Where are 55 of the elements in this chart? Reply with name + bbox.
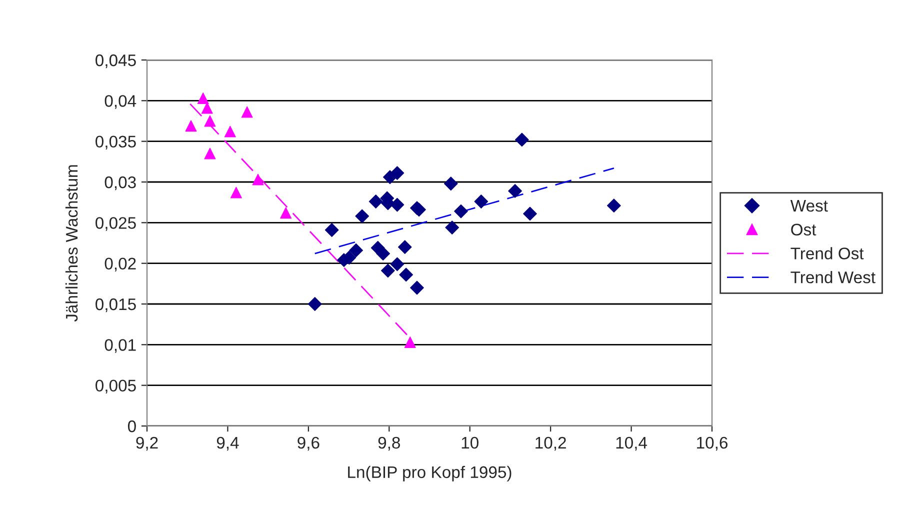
legend-label: Trend West (790, 271, 876, 284)
point (204, 115, 216, 127)
point (410, 280, 424, 295)
x-tick-label: 10 (462, 436, 478, 449)
y-tick-label: 0,015 (96, 298, 136, 312)
point (398, 240, 412, 254)
y-tick-label: 0,005 (96, 380, 136, 394)
point (454, 204, 468, 218)
legend-label: Ost (791, 224, 816, 236)
x-tick-label: 9,2 (136, 436, 158, 451)
x-tick-label: 10,6 (697, 436, 728, 451)
point (204, 148, 216, 160)
x-tick-label: 9,4 (216, 436, 239, 451)
y-tick-label: 0,03 (104, 176, 136, 190)
x-tick-label: 9,8 (378, 436, 400, 451)
y-tick-label: 0,045 (96, 54, 136, 68)
point (185, 120, 197, 132)
point (280, 207, 292, 219)
y-axis-title: Jährliches Wachstum (65, 165, 78, 322)
point (606, 198, 621, 213)
point (523, 206, 537, 221)
point (376, 246, 390, 261)
point (368, 194, 383, 208)
legend-label: West (790, 200, 828, 212)
y-tick-label: 0,025 (96, 217, 136, 231)
point (474, 194, 488, 208)
x-axis-title: Ln(BIP pro Kopf 1995) (348, 466, 512, 482)
point (514, 132, 529, 147)
x-tick-label: 10,2 (536, 436, 566, 451)
point (308, 297, 322, 311)
y-tick-label: 0,035 (96, 136, 136, 150)
point (390, 166, 404, 180)
point (390, 198, 404, 212)
point (349, 243, 363, 258)
point (399, 268, 414, 282)
y-tick-label: 0,04 (104, 95, 136, 109)
point (445, 220, 460, 234)
y-tick-label: 0,01 (104, 339, 136, 353)
point (224, 126, 236, 138)
point (324, 223, 339, 237)
point (197, 92, 209, 104)
point (241, 106, 253, 118)
point (508, 184, 522, 198)
point (380, 264, 395, 278)
point (252, 174, 264, 186)
point (390, 257, 404, 272)
y-tick-label: 0,02 (104, 258, 136, 272)
x-tick-label: 10,4 (616, 436, 648, 451)
x-tick-label: 9,6 (298, 436, 320, 451)
y-tick-label: 0 (128, 420, 136, 432)
point (230, 186, 242, 198)
point (355, 209, 370, 224)
legend-label: Trend Ost (790, 247, 864, 260)
point (404, 336, 416, 348)
point (444, 176, 458, 191)
